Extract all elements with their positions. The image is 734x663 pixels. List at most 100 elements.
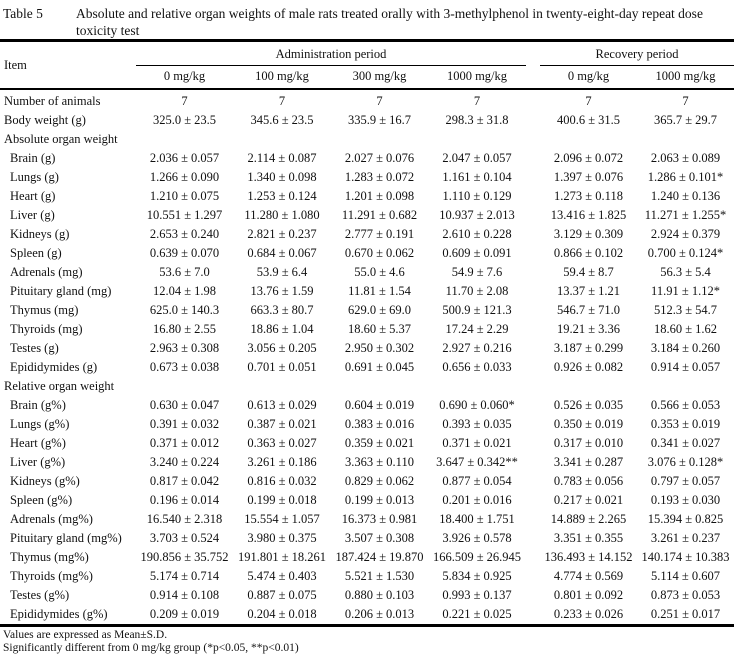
cell-value: 325.0 ± 23.5 [152, 113, 217, 127]
cell-value: 0.199 ± 0.018 [247, 493, 317, 507]
cell-value: 298.3 ± 31.8 [445, 113, 509, 127]
cell-value: 0.353 ± 0.019 [650, 417, 721, 431]
row-label: Testes (g%) [10, 588, 70, 602]
row-label: Thyroids (mg%) [10, 569, 93, 583]
cell-value: 512.3 ± 54.7 [653, 303, 718, 317]
column-gap [526, 396, 540, 415]
column-gap [526, 187, 540, 206]
table-title: Absolute and relative organ weights of m… [76, 6, 703, 38]
table-row: Testes (g) 2.963 ± 0.308 3.056 ± 0.205 2.95… [0, 339, 734, 358]
cell-value: 12.04 ± 1.98 [152, 284, 217, 298]
cell-value: 10.551 ± 1.297 [146, 208, 223, 222]
cell-value: 3.261 ± 0.186 [247, 455, 317, 469]
cell-value: 7 [682, 94, 689, 108]
cell-value: 0.914 ± 0.108 [149, 588, 220, 602]
cell-value: 0.217 ± 0.021 [553, 493, 624, 507]
cell-value: 625.0 ± 140.3 [149, 303, 220, 317]
column-gap [526, 282, 540, 301]
row-label: Thyroids (mg) [10, 322, 83, 336]
table-row: Thymus (mg) 625.0 ± 140.3 663.3 ± 80.7 629.… [0, 301, 734, 320]
column-gap [526, 529, 540, 548]
table-row: Body weight (g) 325.0 ± 23.5 345.6 ± 23.5 3… [0, 111, 734, 130]
cell-value: 1.110 ± 0.129 [442, 189, 512, 203]
dose-header: 100 mg/kg [233, 65, 331, 90]
cell-value: 0.206 ± 0.013 [344, 607, 415, 621]
row-label: Adrenals (mg%) [10, 512, 93, 526]
cell-value: 0.193 ± 0.030 [650, 493, 721, 507]
cell-value: 15.554 ± 1.057 [244, 512, 320, 526]
row-label: Body weight (g) [4, 113, 86, 127]
cell-value: 3.187 ± 0.299 [553, 341, 624, 355]
cell-value: 0.317 ± 0.010 [553, 436, 624, 450]
table-row: Pituitary gland (mg) 12.04 ± 1.98 13.76 ± … [0, 282, 734, 301]
row-label: Spleen (g) [10, 246, 62, 260]
cell-value: 3.351 ± 0.355 [553, 531, 624, 545]
cell-value: 0.609 ± 0.091 [442, 246, 512, 260]
cell-value: 0.914 ± 0.057 [650, 360, 721, 374]
cell-value: 14.889 ± 2.265 [550, 512, 627, 526]
organ-weights-table: Item Administration period Recovery peri… [0, 39, 734, 627]
cell-value: 0.613 ± 0.029 [247, 398, 317, 412]
cell-value: 18.86 ± 1.04 [250, 322, 314, 336]
row-label: Pituitary gland (mg%) [10, 531, 122, 545]
recovery-period-header: Recovery period [540, 40, 734, 66]
cell-value: 3.341 ± 0.287 [553, 455, 624, 469]
cell-value: 56.3 ± 5.4 [660, 265, 711, 279]
table-body: Number of animals 7 7 7 7 7 7 Body weight (g) 32… [0, 89, 734, 626]
section-label: Absolute organ weight [4, 132, 118, 146]
row-label: Kidneys (g) [10, 227, 70, 241]
table-row: Thyroids (mg%) 5.174 ± 0.714 5.474 ± 0.403… [0, 567, 734, 586]
cell-value: 3.129 ± 0.309 [553, 227, 624, 241]
cell-value: 400.6 ± 31.5 [556, 113, 621, 127]
cell-value: 0.359 ± 0.021 [344, 436, 415, 450]
cell-value: 11.280 ± 1.080 [244, 208, 320, 222]
cell-value: 0.880 ± 0.103 [344, 588, 415, 602]
cell-value: 7 [473, 94, 481, 108]
column-gap [526, 548, 540, 567]
table-number: Table 5 [3, 6, 43, 21]
table-row: Thyroids (mg) 16.80 ± 2.55 18.86 ± 1.04 18.… [0, 320, 734, 339]
table-row: Epididymides (g) 0.673 ± 0.038 0.701 ± 0.0… [0, 358, 734, 377]
cell-value: 55.0 ± 4.6 [354, 265, 405, 279]
table-row: Heart (g) 1.210 ± 0.075 1.253 ± 0.124 1.201… [0, 187, 734, 206]
cell-value: 0.371 ± 0.012 [149, 436, 220, 450]
table-row: Adrenals (mg) 53.6 ± 7.0 53.9 ± 6.4 55.0 ± … [0, 263, 734, 282]
cell-value: 5.521 ± 1.530 [344, 569, 415, 583]
cell-value: 663.3 ± 80.7 [250, 303, 314, 317]
table-row: Lungs (g) 1.266 ± 0.090 1.340 ± 0.098 1.283… [0, 168, 734, 187]
section-row: Relative organ weight [0, 377, 734, 396]
cell-value: 5.114 ± 0.607 [651, 569, 720, 583]
row-label: Spleen (g%) [10, 493, 73, 507]
cell-value: 11.91 ± 1.12* [651, 284, 720, 298]
cell-value: 0.801 ± 0.092 [553, 588, 624, 602]
cell-value: 11.70 ± 2.08 [445, 284, 509, 298]
item-column-header: Item [0, 40, 136, 90]
cell-value: 3.703 ± 0.524 [149, 531, 220, 545]
cell-value: 335.9 ± 16.7 [347, 113, 412, 127]
cell-value: 18.400 ± 1.751 [439, 512, 515, 526]
row-label: Lungs (g) [10, 170, 59, 184]
row-label: Testes (g) [10, 341, 59, 355]
cell-value: 0.656 ± 0.033 [442, 360, 512, 374]
cell-value: 54.9 ± 7.6 [451, 265, 503, 279]
cell-value: 0.566 ± 0.053 [650, 398, 721, 412]
cell-value: 0.350 ± 0.019 [553, 417, 624, 431]
cell-value: 13.76 ± 1.59 [250, 284, 314, 298]
row-label: Brain (g%) [10, 398, 66, 412]
cell-value: 59.4 ± 8.7 [563, 265, 614, 279]
cell-value: 2.924 ± 0.379 [650, 227, 721, 241]
cell-value: 7 [585, 94, 592, 108]
column-gap [526, 339, 540, 358]
row-label: Lungs (g%) [10, 417, 70, 431]
cell-value: 2.036 ± 0.057 [149, 151, 220, 165]
cell-value: 0.209 ± 0.019 [149, 607, 220, 621]
cell-value: 3.261 ± 0.237 [650, 531, 721, 545]
table-row: Pituitary gland (mg%) 3.703 ± 0.524 3.980 … [0, 529, 734, 548]
column-gap [526, 111, 540, 130]
cell-value: 0.926 ± 0.082 [553, 360, 624, 374]
cell-value: 0.604 ± 0.019 [344, 398, 415, 412]
cell-value: 11.291 ± 0.682 [341, 208, 418, 222]
dose-header: 0 mg/kg [136, 65, 233, 90]
cell-value: 365.7 ± 29.7 [653, 113, 718, 127]
cell-value: 16.373 ± 0.981 [341, 512, 418, 526]
